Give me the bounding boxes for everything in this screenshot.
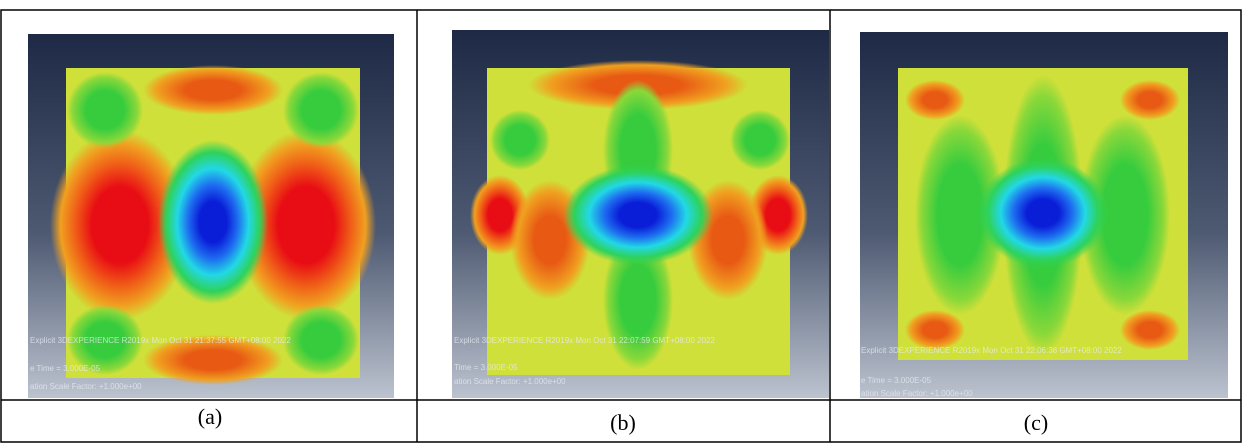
overlay-scale: ation Scale Factor: +1.000e+00 xyxy=(30,382,142,391)
panel-a: Explicit 3DEXPERIENCE R2019x Mon Oct 31 … xyxy=(28,34,394,429)
overlay-header: Explicit 3DEXPERIENCE R2019x Mon Oct 31 … xyxy=(30,336,291,345)
caption: (a) xyxy=(198,404,222,429)
overlay-scale: ation Scale Factor: +1.000e+00 xyxy=(454,377,566,386)
overlay-scale: ation Scale Factor: +1.000e+00 xyxy=(861,389,973,398)
overlay-time: e Time = 3.000E-05 xyxy=(30,364,101,373)
overlay-time: e Time = 3.000E-05 xyxy=(861,376,932,385)
panel-b: Explicit 3DEXPERIENCE R2019x Mon Oct 31 … xyxy=(452,30,829,435)
overlay-header: Explicit 3DEXPERIENCE R2019x Mon Oct 31 … xyxy=(861,346,1122,355)
overlay-header: Explicit 3DEXPERIENCE R2019x Mon Oct 31 … xyxy=(454,336,715,345)
overlay-time: Time = 3.000E-05 xyxy=(454,363,518,372)
figure: Explicit 3DEXPERIENCE R2019x Mon Oct 31 … xyxy=(0,0,1242,445)
caption: (c) xyxy=(1024,410,1048,435)
panel-c: Explicit 3DEXPERIENCE R2019x Mon Oct 31 … xyxy=(860,32,1228,435)
caption: (b) xyxy=(610,410,636,435)
